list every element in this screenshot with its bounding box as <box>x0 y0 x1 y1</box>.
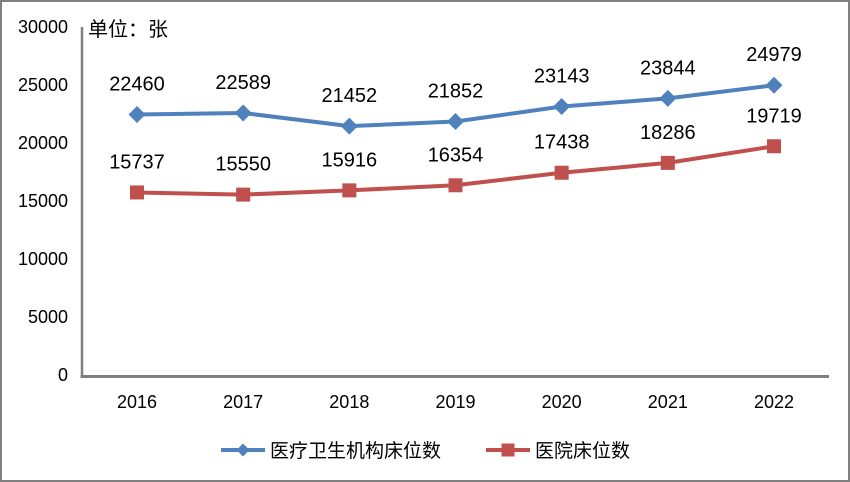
data-label: 18286 <box>640 122 696 144</box>
legend: 医疗卫生机构床位数 医院床位数 <box>2 436 848 463</box>
x-tick-label: 2017 <box>223 392 263 412</box>
legend-swatch-diamond <box>220 443 265 456</box>
data-point-marker <box>447 113 464 131</box>
y-tick-label: 10000 <box>18 249 68 269</box>
y-tick-label: 5000 <box>28 307 68 327</box>
data-point-marker <box>554 165 569 180</box>
data-label: 23143 <box>534 66 590 88</box>
legend-label-institution-beds: 医疗卫生机构床位数 <box>269 441 441 462</box>
data-point-marker <box>660 155 675 170</box>
data-point-marker <box>234 104 252 122</box>
y-tick-label: 0 <box>58 365 68 385</box>
x-tick-label: 2022 <box>754 392 794 412</box>
y-tick-label: 25000 <box>18 75 68 95</box>
data-point-marker <box>130 185 144 200</box>
data-point-marker <box>340 117 358 135</box>
data-point-marker <box>659 89 677 107</box>
data-label: 21852 <box>428 81 484 103</box>
data-point-marker <box>765 76 783 94</box>
x-tick-label: 2018 <box>329 392 369 412</box>
x-tick-label: 2016 <box>117 392 157 412</box>
y-tick-label: 20000 <box>18 133 68 153</box>
data-label: 15737 <box>109 151 165 173</box>
data-label: 16354 <box>428 144 484 166</box>
data-point-marker <box>448 178 463 193</box>
data-label: 19719 <box>746 105 802 127</box>
legend-item-institution-beds: 医疗卫生机构床位数 <box>220 436 441 463</box>
data-label: 22460 <box>109 73 165 95</box>
data-label: 17438 <box>534 132 590 154</box>
legend-swatch-square <box>486 443 530 456</box>
data-label: 24979 <box>746 44 802 66</box>
legend-item-hospital-beds: 医院床位数 <box>485 436 630 463</box>
unit-label: 单位：张 <box>88 19 168 41</box>
data-point-marker <box>767 139 781 154</box>
data-label: 15550 <box>215 154 271 176</box>
data-point-marker <box>236 187 251 202</box>
data-label: 22589 <box>215 72 271 94</box>
y-tick-label: 30000 <box>18 17 68 37</box>
legend-label-hospital-beds: 医院床位数 <box>535 441 631 462</box>
data-label: 21452 <box>322 85 378 107</box>
data-label: 23844 <box>640 57 696 79</box>
x-tick-label: 2019 <box>435 392 475 412</box>
data-point-marker <box>553 98 571 116</box>
x-tick-label: 2020 <box>542 392 582 412</box>
data-label: 15916 <box>322 149 378 171</box>
data-point-marker <box>342 183 357 198</box>
x-tick-label: 2021 <box>648 392 688 412</box>
y-tick-label: 15000 <box>18 191 68 211</box>
data-point-marker <box>128 105 146 123</box>
